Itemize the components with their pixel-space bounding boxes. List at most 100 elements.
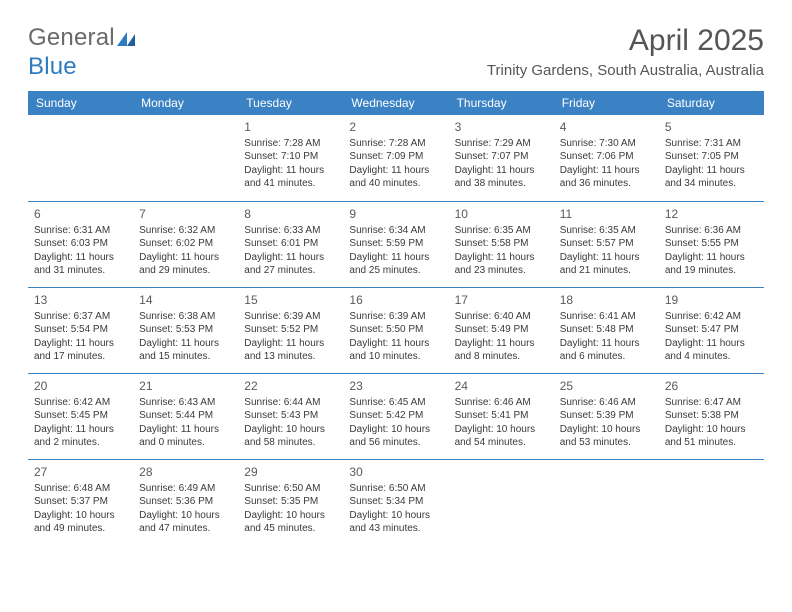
- sunset-text: Sunset: 5:59 PM: [349, 237, 442, 251]
- daylight-text: Daylight: 11 hours and 34 minutes.: [665, 164, 758, 191]
- day-cell: 28Sunrise: 6:49 AMSunset: 5:36 PMDayligh…: [133, 460, 238, 545]
- day-number: 29: [244, 464, 337, 480]
- day-number: 20: [34, 378, 127, 394]
- sunrise-text: Sunrise: 6:32 AM: [139, 224, 232, 238]
- day-cell: 5Sunrise: 7:31 AMSunset: 7:05 PMDaylight…: [659, 115, 764, 201]
- day-number: 4: [560, 119, 653, 135]
- daylight-text: Daylight: 11 hours and 38 minutes.: [455, 164, 548, 191]
- daylight-text: Daylight: 10 hours and 53 minutes.: [560, 423, 653, 450]
- sunset-text: Sunset: 5:34 PM: [349, 495, 442, 509]
- daylight-text: Daylight: 11 hours and 0 minutes.: [139, 423, 232, 450]
- day-number: 6: [34, 206, 127, 222]
- day-number: 24: [455, 378, 548, 394]
- day-cell: 18 Sunrise: 6:41 AMSunset: 5:48 PMDayligh…: [554, 288, 659, 373]
- day-number: 10: [455, 206, 548, 222]
- day-number: 11: [560, 206, 653, 222]
- sunset-text: Sunset: 5:35 PM: [244, 495, 337, 509]
- daylight-text: Daylight: 11 hours and 10 minutes.: [349, 337, 442, 364]
- sunrise-text: Sunrise: 7:29 AM: [455, 137, 548, 151]
- sunset-text: Sunset: 6:01 PM: [244, 237, 337, 251]
- page-subtitle: Trinity Gardens, South Australia, Austra…: [487, 62, 764, 79]
- day-cell: 10Sunrise: 6:35 AMSunset: 5:58 PMDayligh…: [449, 202, 554, 287]
- day-number: 19: [665, 292, 758, 308]
- sunset-text: Sunset: 5:53 PM: [139, 323, 232, 337]
- sunset-text: Sunset: 5:52 PM: [244, 323, 337, 337]
- daylight-text: Daylight: 11 hours and 4 minutes.: [665, 337, 758, 364]
- calendar-week: 6Sunrise: 6:31 AMSunset: 6:03 PMDaylight…: [28, 201, 764, 287]
- sunrise-text: Sunrise: 6:42 AM: [34, 396, 127, 410]
- sunrise-text: Sunrise: 6:40 AM: [455, 310, 548, 324]
- daylight-text: Daylight: 11 hours and 25 minutes.: [349, 251, 442, 278]
- daylight-text: Daylight: 11 hours and 15 minutes.: [139, 337, 232, 364]
- day-number: 27: [34, 464, 127, 480]
- sunrise-text: Sunrise: 6:38 AM: [139, 310, 232, 324]
- day-cell: 26Sunrise: 6:47 AMSunset: 5:38 PMDayligh…: [659, 374, 764, 459]
- day-number: 1: [244, 119, 337, 135]
- sunrise-text: Sunrise: 6:41 AM: [560, 310, 653, 324]
- sunset-text: Sunset: 5:58 PM: [455, 237, 548, 251]
- day-number: 14: [139, 292, 232, 308]
- day-cell: 3Sunrise: 7:29 AMSunset: 7:07 PMDaylight…: [449, 115, 554, 201]
- day-cell: 19 Sunrise: 6:42 AMSunset: 5:47 PMDayligh…: [659, 288, 764, 373]
- day-cell: 9Sunrise: 6:34 AMSunset: 5:59 PMDaylight…: [343, 202, 448, 287]
- sunrise-text: Sunrise: 6:45 AM: [349, 396, 442, 410]
- sunset-text: Sunset: 5:47 PM: [665, 323, 758, 337]
- day-cell: 16 Sunrise: 6:39 AMSunset: 5:50 PMDayligh…: [343, 288, 448, 373]
- daylight-text: Daylight: 10 hours and 45 minutes.: [244, 509, 337, 536]
- day-cell: 4Sunrise: 7:30 AMSunset: 7:06 PMDaylight…: [554, 115, 659, 201]
- day-number: 18: [560, 292, 653, 308]
- day-cell: 7Sunrise: 6:32 AMSunset: 6:02 PMDaylight…: [133, 202, 238, 287]
- day-number: 12: [665, 206, 758, 222]
- daylight-text: Daylight: 10 hours and 58 minutes.: [244, 423, 337, 450]
- logo-text: GeneralBlue: [28, 24, 137, 81]
- daylight-text: Daylight: 10 hours and 43 minutes.: [349, 509, 442, 536]
- daylight-text: Daylight: 11 hours and 13 minutes.: [244, 337, 337, 364]
- daylight-text: Daylight: 11 hours and 8 minutes.: [455, 337, 548, 364]
- daylight-text: Daylight: 11 hours and 17 minutes.: [34, 337, 127, 364]
- day-number: 16: [349, 292, 442, 308]
- sunrise-text: Sunrise: 6:42 AM: [665, 310, 758, 324]
- sunrise-text: Sunrise: 6:35 AM: [560, 224, 653, 238]
- sunset-text: Sunset: 7:06 PM: [560, 150, 653, 164]
- sunrise-text: Sunrise: 6:50 AM: [244, 482, 337, 496]
- sunrise-text: Sunrise: 7:28 AM: [349, 137, 442, 151]
- day-number: 13: [34, 292, 127, 308]
- day-number: 23: [349, 378, 442, 394]
- sunrise-text: Sunrise: 6:39 AM: [349, 310, 442, 324]
- empty-cell: [554, 460, 659, 545]
- daylight-text: Daylight: 11 hours and 31 minutes.: [34, 251, 127, 278]
- daylight-text: Daylight: 10 hours and 54 minutes.: [455, 423, 548, 450]
- day-cell: 2Sunrise: 7:28 AMSunset: 7:09 PMDaylight…: [343, 115, 448, 201]
- day-cell: 27Sunrise: 6:48 AMSunset: 5:37 PMDayligh…: [28, 460, 133, 545]
- calendar-week: 20 Sunrise: 6:42 AMSunset: 5:45 PM Dayligh…: [28, 373, 764, 459]
- sunset-text: Sunset: 6:02 PM: [139, 237, 232, 251]
- sunset-text: Sunset: 5:48 PM: [560, 323, 653, 337]
- calendar-grid: Sunday Monday Tuesday Wednesday Thursday…: [28, 91, 764, 545]
- day-number: 30: [349, 464, 442, 480]
- day-cell: 15Sunrise: 6:39 AMSunset: 5:52 PMDayligh…: [238, 288, 343, 373]
- calendar-week: 1Sunrise: 7:28 AMSunset: 7:10 PMDaylight…: [28, 115, 764, 201]
- day-number: 26: [665, 378, 758, 394]
- day-cell: 8Sunrise: 6:33 AMSunset: 6:01 PMDaylight…: [238, 202, 343, 287]
- sunrise-text: Sunrise: 7:28 AM: [244, 137, 337, 151]
- sunrise-text: Sunrise: 6:50 AM: [349, 482, 442, 496]
- logo-word1: General: [28, 24, 115, 51]
- sunset-text: Sunset: 7:09 PM: [349, 150, 442, 164]
- sunset-text: Sunset: 7:10 PM: [244, 150, 337, 164]
- day-number: 21: [139, 378, 232, 394]
- sunrise-text: Sunrise: 6:36 AM: [665, 224, 758, 238]
- daylight-text: Daylight: 11 hours and 6 minutes.: [560, 337, 653, 364]
- daylight-text: Daylight: 11 hours and 36 minutes.: [560, 164, 653, 191]
- sunset-text: Sunset: 5:50 PM: [349, 323, 442, 337]
- daylight-text: Daylight: 11 hours and 21 minutes.: [560, 251, 653, 278]
- day-header: Wednesday: [343, 91, 448, 115]
- day-number: 22: [244, 378, 337, 394]
- sunset-text: Sunset: 5:45 PM: [34, 409, 127, 423]
- empty-cell: [133, 115, 238, 201]
- daylight-text: Daylight: 11 hours and 40 minutes.: [349, 164, 442, 191]
- day-cell: 30 Sunrise: 6:50 AMSunset: 5:34 PMDayligh…: [343, 460, 448, 545]
- day-cell: 6Sunrise: 6:31 AMSunset: 6:03 PMDaylight…: [28, 202, 133, 287]
- day-cell: 17Sunrise: 6:40 AMSunset: 5:49 PMDayligh…: [449, 288, 554, 373]
- empty-cell: [28, 115, 133, 201]
- sunset-text: Sunset: 5:44 PM: [139, 409, 232, 423]
